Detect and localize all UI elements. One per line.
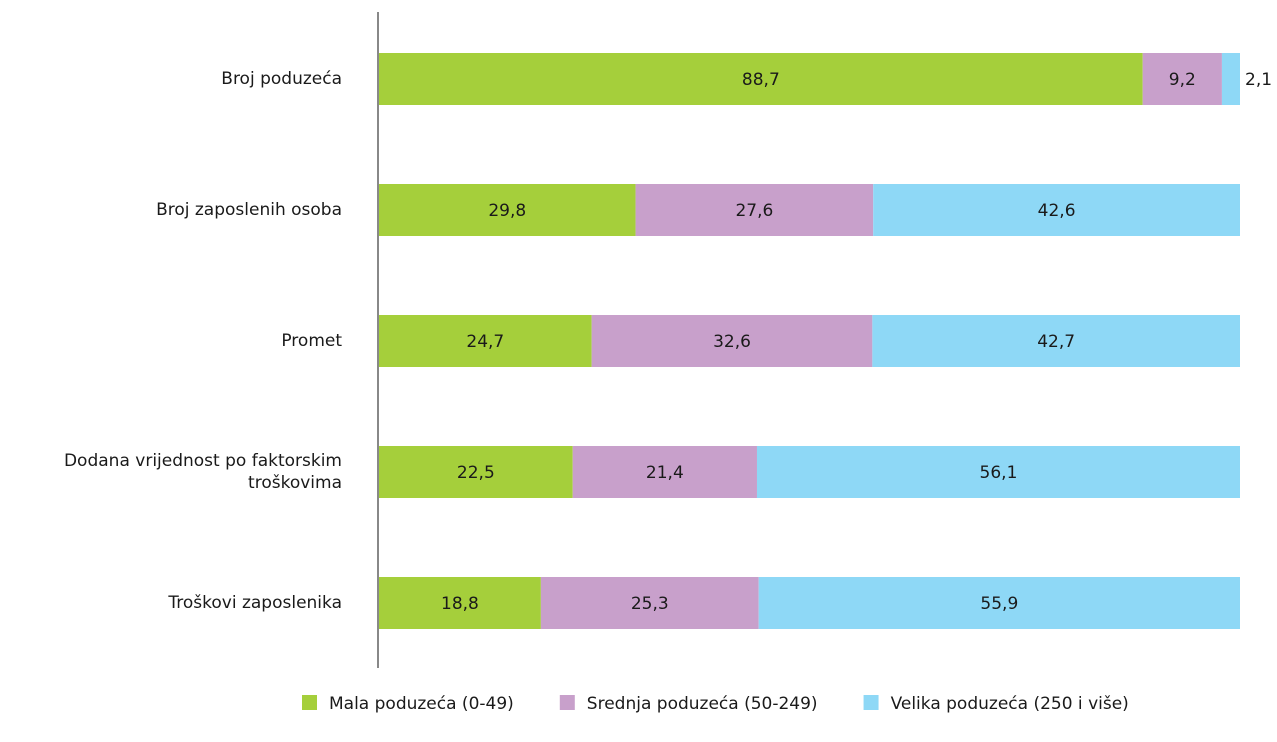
category-label: Promet	[281, 331, 342, 351]
value-label: 18,8	[441, 594, 479, 614]
bar-segment	[758, 577, 1240, 629]
value-label: 88,7	[742, 70, 780, 90]
value-label: 55,9	[980, 594, 1018, 614]
bar-segment	[1221, 53, 1240, 105]
value-label: 27,6	[735, 201, 773, 221]
value-label: 56,1	[980, 463, 1018, 483]
legend-swatch	[302, 695, 317, 710]
bar-segment	[572, 446, 757, 498]
legend-label: Srednja poduzeća (50-249)	[587, 694, 818, 714]
bar-segment	[379, 315, 592, 367]
bar-segment	[379, 446, 573, 498]
bar-segment	[873, 184, 1240, 236]
value-label: 42,6	[1038, 201, 1076, 221]
bar-segment	[379, 53, 1143, 105]
value-label: 24,7	[466, 332, 504, 352]
category-label: Dodana vrijednost po faktorskim troškovi…	[63, 451, 342, 493]
bar-segment	[591, 315, 873, 367]
legend-swatch	[863, 695, 879, 710]
legend-label: Mala poduzeća (0-49)	[329, 694, 514, 714]
value-label: 32,6	[713, 332, 751, 352]
category-label: Broj poduzeća	[221, 69, 342, 89]
legend-label: Velika poduzeća (250 i više)	[891, 694, 1129, 714]
value-label: 2,1	[1245, 70, 1272, 90]
value-label: 29,8	[488, 201, 526, 221]
bar-segment	[379, 184, 636, 236]
value-label: 9,2	[1169, 70, 1196, 90]
category-label: Broj zaposlenih osoba	[156, 200, 342, 220]
category-label: Troškovi zaposlenika	[168, 593, 342, 613]
bar-segment	[872, 315, 1240, 367]
bar-segment	[1142, 53, 1222, 105]
bar-segment	[635, 184, 874, 236]
value-label: 42,7	[1037, 332, 1075, 352]
bar-segment	[756, 446, 1240, 498]
value-label: 22,5	[457, 463, 495, 483]
legend-swatch	[559, 695, 575, 710]
value-label: 21,4	[646, 463, 684, 483]
value-label: 25,3	[631, 594, 669, 614]
bar-segment	[379, 577, 541, 629]
bar-segment	[540, 577, 759, 629]
